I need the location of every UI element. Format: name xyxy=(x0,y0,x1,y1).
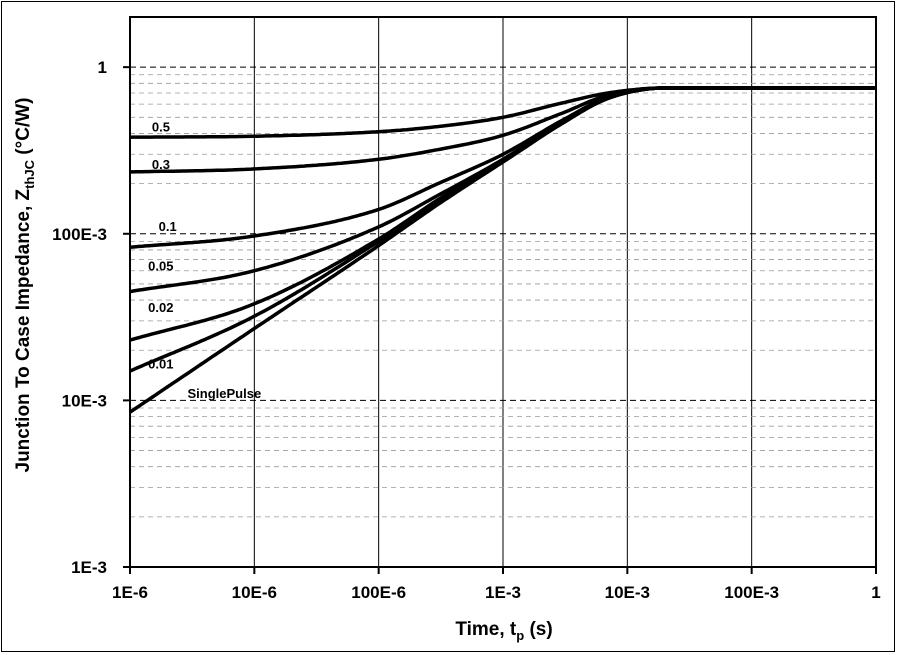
grid xyxy=(130,16,876,567)
x-tick-label: 100E-3 xyxy=(724,583,779,602)
y-axis-title: Junction To Case Impedance, ZthJC (°C/W) xyxy=(13,97,37,472)
x-axis-title: Time, tp (s) xyxy=(455,619,552,643)
x-tick-label: 10E-3 xyxy=(605,583,650,602)
series-label: 0.1 xyxy=(159,219,177,234)
y-tick-label: 100E-3 xyxy=(52,225,107,244)
y-tick-label: 1E-3 xyxy=(71,558,107,577)
series-label-group: 0.5 0.3 0.1 0.05 0.02 0.01 SinglePulse xyxy=(148,120,261,402)
series-label: 0.5 xyxy=(152,120,170,135)
x-axis-title-unit: (s) xyxy=(524,619,553,640)
x-axis-title-sub: p xyxy=(516,628,524,643)
tick-group: 1E-6 10E-6 100E-6 1E-3 10E-3 100E-3 1 1E-3 10E-3… xyxy=(52,58,881,602)
series-label: 0.01 xyxy=(148,357,173,372)
y-axis-title-main: Junction To Case Impedance, Z xyxy=(13,188,34,472)
y-tick-label: 1 xyxy=(98,58,107,77)
y-axis-title-unit: (°C/W) xyxy=(13,97,34,159)
x-axis-title-main: Time, t xyxy=(455,619,517,640)
series-label: 0.05 xyxy=(148,259,173,274)
series-label: 0.02 xyxy=(148,300,173,315)
x-tick-label: 10E-6 xyxy=(232,583,277,602)
series-label: 0.3 xyxy=(152,157,170,172)
y-axis-title-sub: thJC xyxy=(22,159,37,189)
x-tick-label: 1E-3 xyxy=(485,583,521,602)
series-group xyxy=(129,86,876,414)
series-label: SinglePulse xyxy=(187,386,261,401)
x-tick-label: 100E-6 xyxy=(351,583,406,602)
series-line-singlepulse xyxy=(129,86,876,414)
x-tick-label: 1 xyxy=(871,583,880,602)
x-tick-label: 1E-6 xyxy=(112,583,148,602)
y-tick-label: 10E-3 xyxy=(62,391,107,410)
